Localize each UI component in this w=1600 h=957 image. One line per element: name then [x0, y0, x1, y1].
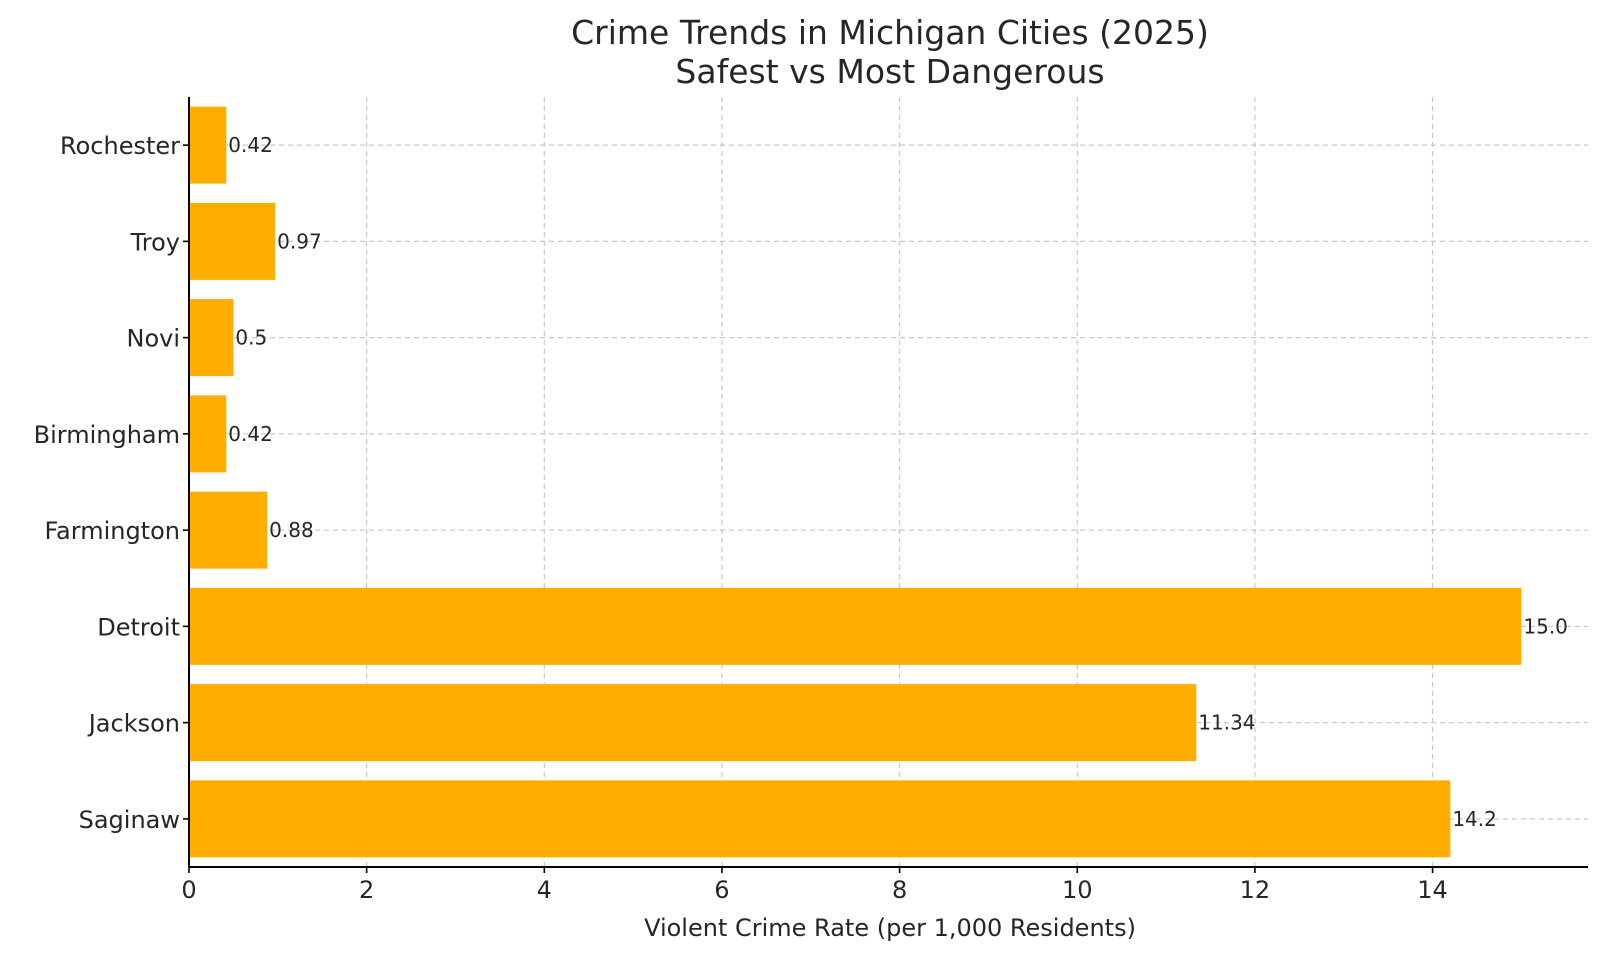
y-tick-label: Saginaw	[79, 806, 180, 834]
x-tick-label: 8	[892, 876, 907, 904]
x-tick-label: 0	[181, 876, 196, 904]
data-labels: 0.42 0.97 0.5 0.42 0.88 15.0 11.34 14.2	[228, 133, 1568, 831]
y-tick-label: Novi	[126, 325, 180, 353]
y-tick-label: Farmington	[44, 517, 180, 545]
x-tick-label: 6	[714, 876, 729, 904]
x-tick-label: 12	[1240, 876, 1271, 904]
chart-title: Crime Trends in Michigan Cities (2025)	[571, 13, 1209, 52]
bar	[189, 395, 227, 473]
x-tick-label: 14	[1417, 876, 1448, 904]
bar-value-label: 15.0	[1523, 614, 1568, 638]
bar	[189, 491, 268, 569]
bar	[189, 299, 234, 377]
bar	[189, 202, 276, 280]
bar-value-label: 14.2	[1452, 807, 1497, 831]
bar	[189, 106, 227, 184]
x-tick-label: 10	[1062, 876, 1093, 904]
bar-value-label: 11.34	[1198, 711, 1255, 735]
y-tick-label: Troy	[130, 228, 180, 256]
bars	[189, 106, 1522, 858]
y-tick-label: Birmingham	[34, 421, 180, 449]
x-axis-label: Violent Crime Rate (per 1,000 Residents)	[644, 914, 1136, 942]
bar-value-label: 0.88	[269, 518, 314, 542]
y-tick-label: Jackson	[87, 710, 180, 738]
bar	[189, 684, 1197, 762]
axes: Rochester Troy Novi Birmingham Farmington Det…	[34, 97, 1588, 904]
bar-value-label: 0.97	[277, 229, 322, 253]
x-tick-label: 2	[359, 876, 374, 904]
bar-value-label: 0.42	[228, 133, 273, 157]
bar	[189, 780, 1451, 858]
y-tick-label: Detroit	[97, 613, 180, 641]
chart-subtitle: Safest vs Most Dangerous	[675, 52, 1104, 91]
y-tick-label: Rochester	[60, 132, 180, 160]
bar-value-label: 0.5	[235, 326, 267, 350]
bar	[189, 587, 1522, 665]
bar-value-label: 0.42	[228, 422, 273, 446]
x-tick-label: 4	[537, 876, 552, 904]
